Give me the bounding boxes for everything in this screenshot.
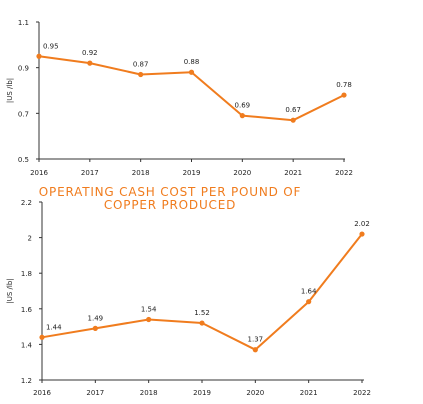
chart2-x-tick-label: 2016	[33, 389, 51, 397]
chart2-data-point	[252, 347, 258, 353]
chart1-y-tick-label: 0.5	[18, 156, 29, 164]
chart1-x-tick-label: 2022	[335, 169, 353, 177]
chart2-data-label: 1.44	[46, 323, 62, 331]
chart2-y-tick-label: 1.2	[21, 377, 32, 385]
chart1-data-label: 0.69	[235, 102, 251, 110]
chart1-y-axis-label: |US /lb|	[6, 78, 14, 103]
chart2-y-tick-label: 1.4	[21, 341, 33, 349]
chart1-x-tick-label: 2021	[284, 169, 302, 177]
chart2-x-tick-label: 2020	[246, 389, 264, 397]
chart1-data-label: 0.95	[43, 42, 59, 50]
chart2-data-label: 1.64	[301, 288, 317, 296]
chart1-data-point	[341, 92, 347, 98]
chart1-data-point	[239, 113, 245, 119]
chart2-title-line1: OPERATING CASH COST PER POUND OF	[38, 185, 302, 199]
chart2-x-tick-label: 2022	[353, 389, 371, 397]
chart2-title: OPERATING CASH COST PER POUND OF COPPER …	[0, 186, 340, 212]
chart1-x-tick-label: 2020	[233, 169, 251, 177]
chart2-data-label: 1.49	[88, 314, 104, 322]
chart1-y-tick-label: 0.9	[18, 65, 29, 73]
chart2-data-label: 1.37	[248, 336, 264, 344]
chart2-y-tick-label: 2.2	[21, 199, 32, 207]
chart2-y-tick-label: 1.8	[21, 270, 32, 278]
chart1-data-point	[188, 69, 195, 75]
chart2-x-tick-label: 2018	[140, 389, 158, 397]
chart1-x-tick-label: 2019	[183, 169, 201, 177]
chart2-x-tick-label: 2017	[86, 389, 104, 397]
chart1-x-tick-label: 2017	[81, 169, 99, 177]
chart1-data-label: 0.88	[184, 58, 200, 66]
chart2-data-point	[39, 334, 45, 340]
chart2-data-point	[306, 299, 312, 305]
chart1-data-point	[87, 60, 93, 66]
chart1-x-tick-label: 2016	[30, 169, 48, 177]
chart2-y-tick-label: 2	[28, 235, 32, 243]
chart2-data-label: 1.52	[194, 309, 210, 317]
chart2-data-point	[359, 231, 365, 237]
chart2-x-tick-label: 2019	[193, 389, 211, 397]
chart2-data-point	[199, 320, 205, 326]
chart2-y-tick-label: 1.6	[21, 306, 33, 314]
chart1-data-point	[36, 53, 42, 59]
chart1-data-label: 0.78	[336, 81, 352, 89]
chart1-data-label: 0.67	[285, 106, 301, 114]
chart1-data-point	[290, 117, 296, 123]
chart1-data-label: 0.87	[133, 61, 149, 69]
chart1-data-point	[138, 71, 144, 78]
chart2-y-axis-label: |US /lb|	[6, 278, 14, 303]
chart2-x-tick-label: 2021	[300, 389, 318, 397]
chart1-y-tick-label: 1.1	[18, 19, 29, 27]
chart2-data-point	[92, 325, 98, 331]
chart2-data-point	[146, 316, 152, 323]
chart1-y-tick-label: 0.7	[18, 110, 29, 118]
chart1-x-tick-label: 2018	[132, 169, 150, 177]
chart2-data-label: 2.02	[354, 220, 370, 228]
chart2-data-label: 1.54	[141, 305, 157, 313]
chart1-data-label: 0.92	[82, 49, 98, 57]
chart2-title-line2: COPPER PRODUCED	[103, 198, 237, 212]
